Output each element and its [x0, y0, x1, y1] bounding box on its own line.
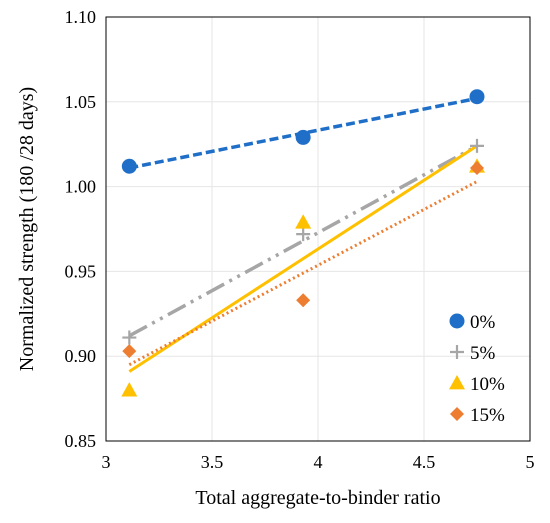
legend-label: 10% [470, 374, 505, 395]
y-tick-label: 1.00 [65, 177, 97, 197]
x-tick-labels: 3 3.5 4 4.5 5 [102, 452, 535, 472]
point-15pct [296, 293, 311, 308]
point-0pct [469, 89, 485, 105]
x-tick-label: 3.5 [201, 452, 224, 472]
legend-marker-5pct [450, 345, 464, 359]
x-tick-label: 4 [314, 452, 323, 472]
plot-area-frame [105, 16, 531, 442]
legend-label: 5% [470, 343, 496, 364]
x-tick-label: 4.5 [413, 452, 436, 472]
data-points [121, 89, 485, 397]
point-5pct [296, 227, 311, 242]
point-10pct [295, 214, 312, 229]
legend-marker-0pct [449, 313, 465, 329]
y-tick-labels: 0.85 0.90 0.95 1.00 1.05 1.10 [65, 7, 97, 451]
point-10pct [121, 382, 138, 397]
legend-marker-10pct [449, 375, 465, 390]
x-tick-label: 5 [526, 452, 535, 472]
legend-marker-15pct [450, 407, 464, 421]
legend: 0% 5% 10% 15% [449, 312, 505, 426]
y-tick-label: 0.95 [65, 261, 97, 281]
point-15pct [122, 344, 137, 359]
y-tick-label: 0.85 [65, 431, 97, 451]
point-5pct [470, 138, 484, 153]
gridlines [105, 16, 531, 442]
y-axis-title: Normalized strength (180 /28 days) [16, 87, 38, 371]
point-15pct [470, 160, 484, 175]
legend-label: 0% [470, 312, 496, 333]
point-0pct [295, 129, 311, 145]
y-tick-label: 0.90 [65, 346, 97, 366]
y-tick-label: 1.10 [65, 7, 97, 27]
point-5pct [122, 330, 137, 345]
x-tick-label: 3 [102, 452, 111, 472]
trend-line-10pct [128, 144, 478, 373]
x-axis-title: Total aggregate-to-binder ratio [195, 487, 440, 509]
trend-line-15pct [128, 180, 478, 367]
legend-label: 15% [470, 405, 505, 426]
y-tick-label: 1.05 [65, 92, 97, 112]
point-0pct [121, 158, 137, 174]
